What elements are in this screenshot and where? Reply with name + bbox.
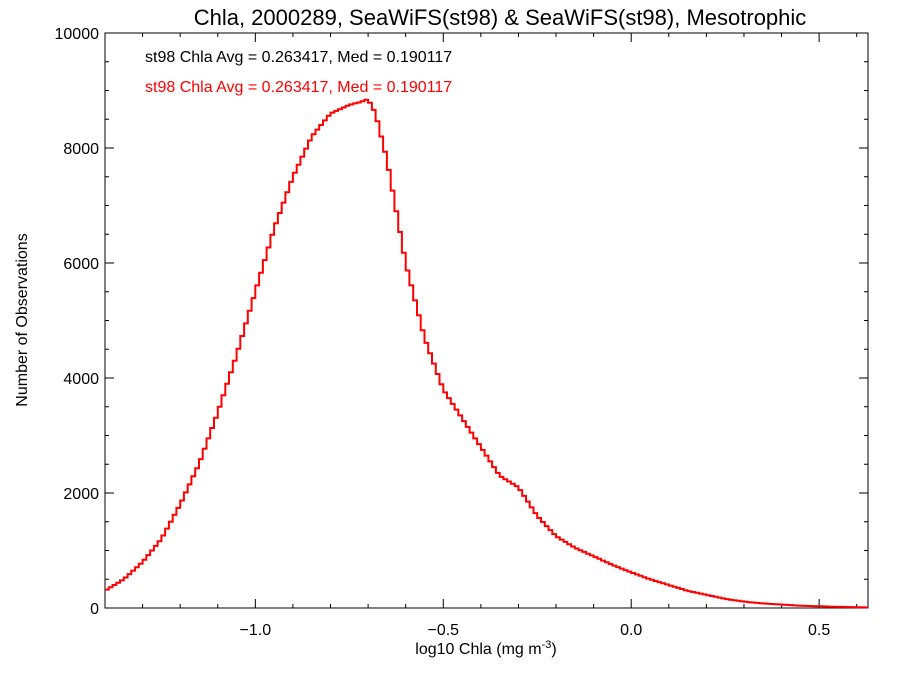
y-axis: 0 2000 4000 6000 8000 10000	[55, 26, 868, 618]
x-axis-label-superscript: -3	[542, 639, 552, 651]
x-tick-label: 0.5	[808, 622, 830, 639]
x-axis-label-main: log10 Chla (mg m	[415, 641, 541, 658]
y-tick-label: 6000	[63, 256, 99, 273]
plot-frame	[104, 32, 869, 609]
y-tick-label: 4000	[63, 371, 99, 388]
y-tick-label: 10000	[55, 26, 100, 43]
x-tick-label: −1.0	[240, 622, 272, 639]
stat-annotation-red: st98 Chla Avg = 0.263417, Med = 0.190117	[145, 79, 452, 96]
y-tick-label: 8000	[63, 141, 99, 158]
x-tick-label: −0.5	[427, 622, 459, 639]
histogram-series	[105, 98, 868, 609]
y-axis-label: Number of Observations	[14, 233, 31, 406]
chart-title: Chla, 2000289, SeaWiFS(st98) & SeaWiFS(s…	[194, 5, 807, 30]
x-axis: −1.0 −0.5 0.0 0.5	[142, 33, 858, 639]
x-tick-label: 0.0	[620, 622, 642, 639]
x-axis-label-close: )	[551, 641, 556, 658]
y-tick-label: 2000	[63, 486, 99, 503]
x-axis-label: log10 Chla (mg m-3)	[415, 639, 556, 658]
y-tick-label: 0	[90, 601, 99, 618]
stat-annotation-black: st98 Chla Avg = 0.263417, Med = 0.190117	[145, 49, 452, 66]
